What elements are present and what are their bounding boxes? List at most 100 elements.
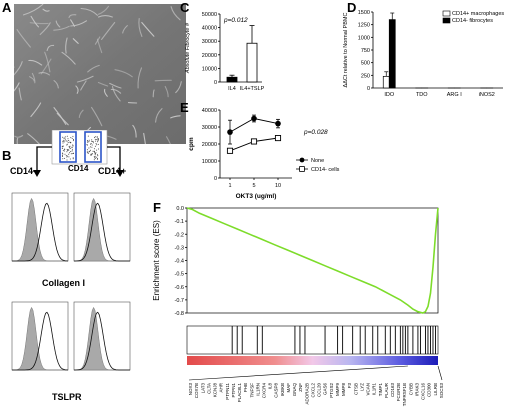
event-dot (94, 155, 96, 157)
f-y-tick-label: -0.3 (175, 245, 184, 251)
panel-f-label: F (153, 200, 161, 215)
cell-shape (138, 17, 143, 37)
event-dot (64, 138, 66, 140)
cell-shape (39, 22, 51, 36)
event-dot (66, 143, 68, 145)
f-gene-label: LYZ (359, 383, 364, 391)
event-dot (87, 153, 89, 154)
event-dot (72, 145, 74, 147)
f-gene-label: CXCL2 (310, 383, 315, 398)
cell-shape (87, 64, 100, 73)
event-dot (66, 159, 68, 161)
e-point-none (251, 115, 257, 122)
cell-shape (141, 21, 155, 37)
event-dot (64, 136, 66, 138)
stained-histogram (12, 202, 69, 262)
event-dot (91, 139, 93, 141)
event-dot (96, 144, 98, 146)
event-dot (70, 137, 72, 139)
event-dot (97, 157, 99, 159)
event-dot (72, 152, 74, 154)
cell-shape (97, 15, 113, 18)
e-point-cd14neg (226, 147, 234, 154)
cell-shape (175, 81, 182, 94)
f-gene-label: PLAC8L1 (237, 383, 242, 403)
event-dot (86, 149, 88, 151)
event-dot (72, 158, 74, 160)
cell-shape (14, 61, 23, 76)
e-point-cd14neg (250, 138, 258, 145)
panel-d-chart: 0 250 500 750 1000 1250 1500 ΔΔCt relative to N… (343, 10, 504, 98)
event-dot (66, 140, 68, 142)
f-es-curve (186, 207, 439, 314)
event-dot (69, 147, 71, 149)
e-legend-marker (299, 157, 305, 163)
event-dot (90, 154, 92, 156)
f-gene-label: IL1R1 (372, 383, 377, 396)
event-dot (70, 151, 72, 152)
event-dot (68, 156, 70, 158)
event-dot (97, 140, 99, 142)
d-y-tick-label: 1000 (358, 35, 370, 41)
f-y-tick-label: -0.1 (175, 219, 184, 225)
event-dot (89, 150, 91, 152)
e-x-tick-label: 1 (228, 183, 231, 189)
e-point-none (275, 120, 281, 127)
event-dot (94, 153, 96, 154)
event-dot (88, 141, 90, 143)
event-dot (62, 142, 64, 144)
stained-histogram (74, 311, 130, 371)
e-point-none (227, 129, 233, 135)
cell-shape (27, 133, 41, 144)
event-dot (94, 145, 96, 147)
f-y-tick-label: -0.8 (175, 311, 184, 317)
cell-shape (61, 51, 76, 65)
event-dot (91, 153, 93, 155)
stained-histogram (12, 311, 69, 371)
c-y-tick-label: 20000 (202, 53, 217, 59)
cell-shape (22, 4, 44, 16)
f-gene-label: MMP9 (335, 383, 340, 396)
e-legend-label: None (311, 158, 324, 164)
f-gene-label: IL8 (268, 383, 273, 390)
event-dot (67, 142, 69, 144)
f-gene-label: MAF (286, 383, 291, 393)
event-dot (73, 139, 74, 140)
cell-shape (152, 89, 155, 98)
f-gene-label: FCGR2B (396, 383, 401, 401)
d-category-label: TDO (416, 92, 428, 98)
event-dot (68, 146, 70, 148)
event-dot (90, 149, 91, 151)
event-dot (91, 144, 93, 146)
event-dot (97, 155, 99, 157)
cell-shape (14, 134, 24, 138)
event-dot (87, 135, 89, 137)
event-dot (98, 148, 99, 150)
c-y-tick-label: 30000 (202, 39, 217, 45)
event-dot (94, 136, 96, 138)
event-dot (63, 139, 65, 141)
f-gene-label: IL1RN (255, 383, 260, 396)
cell-shape (111, 86, 121, 102)
event-dot (72, 135, 74, 137)
panel-c-chart: 0 10000 20000 30000 40000 50000 Absolute Fibro… (185, 12, 265, 92)
f-gene-label: LILRB (433, 383, 438, 396)
panel-b-label: B (2, 148, 12, 163)
f-gene-label: IKBKB (280, 383, 285, 396)
isotype-histogram (12, 306, 68, 371)
event-dot (87, 141, 89, 143)
event-dot (87, 151, 89, 153)
event-dot (61, 156, 63, 157)
panel-c: C 0 10000 20000 30000 40000 50000 Absolute Fib… (180, 0, 270, 100)
event-dot (72, 144, 74, 146)
cell-shape (31, 72, 36, 84)
event-dot (95, 143, 97, 145)
f-gene-label: CCL20 (317, 383, 322, 398)
c-p-value: p=0.012 (223, 17, 248, 24)
e-x-tick-label: 10 (275, 183, 281, 189)
d-legend-swatch (442, 17, 451, 24)
cell-shape (46, 44, 55, 52)
event-dot (70, 153, 72, 155)
f-hit-frame (186, 325, 439, 355)
f-gene-label: VCAN (366, 383, 371, 396)
